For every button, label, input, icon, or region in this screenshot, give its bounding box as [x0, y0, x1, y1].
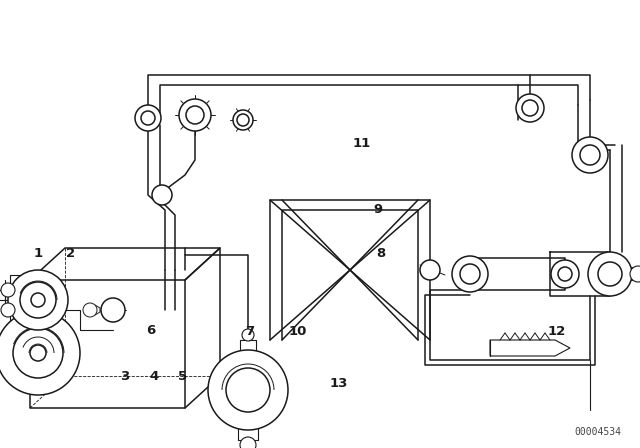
Text: 00004534: 00004534 — [575, 427, 621, 437]
Circle shape — [141, 111, 155, 125]
Circle shape — [452, 256, 488, 292]
Circle shape — [558, 267, 572, 281]
Circle shape — [598, 262, 622, 286]
Circle shape — [588, 252, 632, 296]
Circle shape — [30, 345, 46, 361]
Circle shape — [1, 303, 15, 317]
Circle shape — [237, 114, 249, 126]
Circle shape — [630, 266, 640, 282]
Text: 11: 11 — [353, 137, 371, 150]
Text: 7: 7 — [245, 325, 254, 338]
Circle shape — [8, 270, 68, 330]
Text: 3: 3 — [120, 370, 129, 383]
Text: 5: 5 — [178, 370, 187, 383]
Circle shape — [152, 185, 172, 205]
Text: 10: 10 — [289, 325, 307, 338]
Circle shape — [101, 298, 125, 322]
Text: 4: 4 — [149, 370, 158, 383]
Text: 12: 12 — [548, 325, 566, 338]
Circle shape — [522, 100, 538, 116]
Circle shape — [551, 260, 579, 288]
Circle shape — [135, 105, 161, 131]
Text: 9: 9 — [373, 203, 382, 216]
Circle shape — [572, 137, 608, 173]
Circle shape — [516, 94, 544, 122]
Circle shape — [233, 110, 253, 130]
Circle shape — [179, 99, 211, 131]
Text: 6: 6 — [146, 324, 155, 337]
Circle shape — [240, 437, 256, 448]
Circle shape — [1, 283, 15, 297]
Circle shape — [580, 145, 600, 165]
Circle shape — [20, 282, 56, 318]
Text: 1: 1 — [34, 246, 43, 260]
Circle shape — [13, 328, 63, 378]
Circle shape — [226, 368, 270, 412]
Circle shape — [208, 350, 288, 430]
Circle shape — [242, 329, 254, 341]
Circle shape — [186, 106, 204, 124]
Circle shape — [83, 303, 97, 317]
Circle shape — [420, 260, 440, 280]
Circle shape — [31, 293, 45, 307]
Text: 13: 13 — [330, 376, 348, 390]
Circle shape — [460, 264, 480, 284]
Text: 8: 8 — [376, 246, 385, 260]
Text: 2: 2 — [66, 246, 75, 260]
Circle shape — [0, 311, 80, 395]
